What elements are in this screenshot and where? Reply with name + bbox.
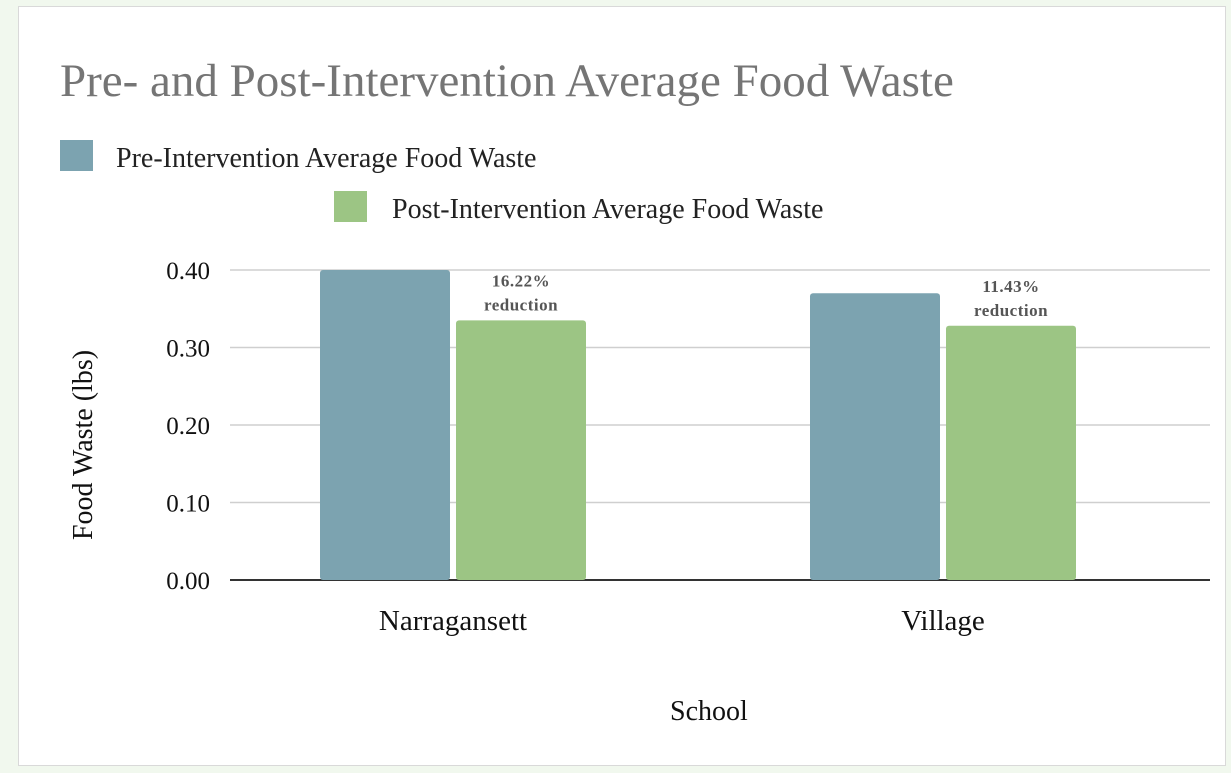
bar-pre-narragansett [320,270,450,580]
reduction-annotation: 11.43% [982,277,1039,296]
reduction-annotation: reduction [974,301,1048,320]
x-axis-title: School [670,696,748,727]
y-axis-title: Food Waste (lbs) [68,350,99,540]
legend-label-pre: Pre-Intervention Average Food Waste [116,143,536,174]
bar-post-village [946,325,1076,580]
y-tick-label: 0.10 [166,491,210,518]
reduction-annotation: 16.22% [492,271,550,290]
y-tick-label: 0.40 [166,258,210,285]
labels: 0.00 0.10 0.20 0.30 0.40 Narragansett 16.22% re… [166,258,1048,637]
chart-title: Pre- and Post-Intervention Average Food … [60,55,954,107]
reduction-annotation: reduction [484,295,558,314]
x-tick-label: Village [901,605,985,637]
y-tick-label: 0.20 [166,413,210,440]
bar-post-narragansett [456,320,586,580]
legend-label-post: Post-Intervention Average Food Waste [392,194,823,225]
bars [320,270,1076,580]
legend-swatch-pre [60,140,93,171]
bar-pre-village [810,293,940,580]
legend-swatch-post [334,191,367,222]
y-tick-label: 0.00 [166,568,210,595]
x-tick-label: Narragansett [379,605,527,637]
y-tick-label: 0.30 [166,336,210,363]
